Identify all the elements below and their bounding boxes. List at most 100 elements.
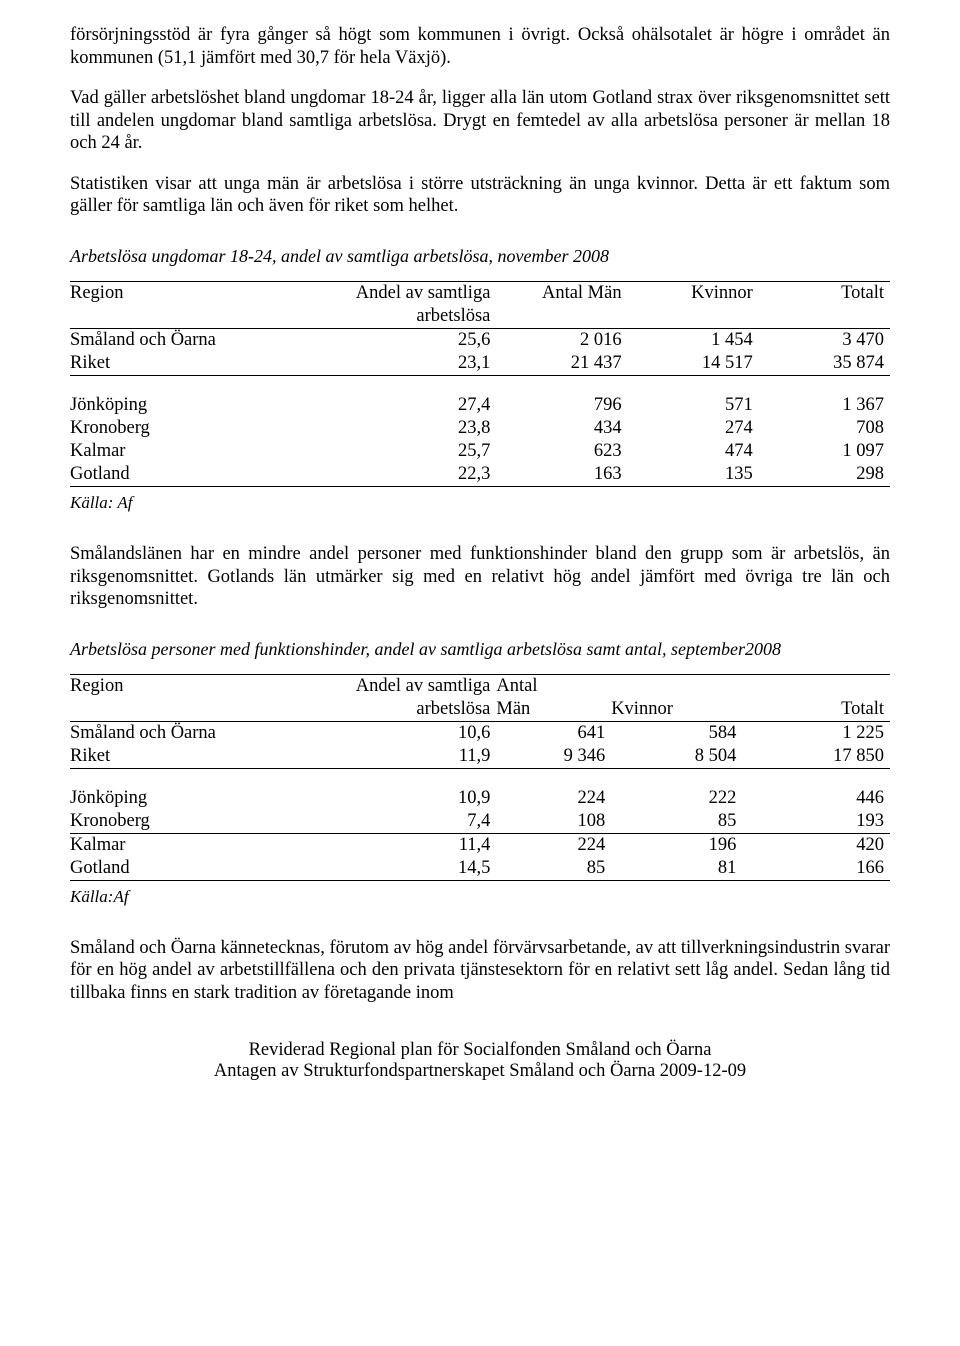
cell-andel: 7,4 — [349, 810, 497, 834]
cell-kvinnor: 8 504 — [611, 745, 742, 769]
table-row: Kalmar 11,4 224 196 420 — [70, 833, 890, 857]
table-row: Kronoberg 7,4 108 85 193 — [70, 810, 890, 834]
table1-source: Källa: Af — [70, 493, 890, 513]
table2-caption: Arbetslösa personer med funktionshinder,… — [70, 639, 890, 660]
cell-totalt: 166 — [742, 857, 890, 881]
cell-kvinnor: 85 — [611, 810, 742, 834]
cell-totalt: 420 — [742, 833, 890, 857]
th-andel-l1: Andel av samtliga — [349, 674, 497, 698]
paragraph-4: Smålandslänen har en mindre andel person… — [70, 543, 890, 611]
table-row: Gotland 14,5 85 81 166 — [70, 857, 890, 881]
th-totalt: Totalt — [742, 698, 890, 722]
paragraph-1: försörjningsstöd är fyra gånger så högt … — [70, 24, 890, 69]
table-row: Region Andel av samtliga Antal Män Kvinn… — [70, 281, 890, 305]
table-row: Kalmar 25,7 623 474 1 097 — [70, 440, 890, 463]
cell-andel: 22,3 — [349, 463, 497, 487]
table2: Region Andel av samtliga Antal arbetslös… — [70, 674, 890, 881]
cell-kvinnor: 81 — [611, 857, 742, 881]
th-man: Män — [496, 698, 611, 722]
table1-caption: Arbetslösa ungdomar 18-24, andel av samt… — [70, 246, 890, 267]
cell-man: 9 346 — [496, 745, 611, 769]
cell-man: 796 — [496, 394, 627, 417]
document-page: försörjningsstöd är fyra gånger så högt … — [0, 0, 960, 1122]
table2-source: Källa:Af — [70, 887, 890, 907]
cell-region: Gotland — [70, 857, 349, 881]
cell-totalt: 17 850 — [742, 745, 890, 769]
cell-man: 163 — [496, 463, 627, 487]
cell-region: Riket — [70, 745, 349, 769]
table-row: arbetslösa Män Kvinnor Totalt — [70, 698, 890, 722]
cell-region: Riket — [70, 352, 349, 376]
cell-man: 21 437 — [496, 352, 627, 376]
cell-kvinnor: 222 — [611, 787, 742, 810]
cell-man: 623 — [496, 440, 627, 463]
cell-region: Jönköping — [70, 787, 349, 810]
cell-kvinnor: 584 — [611, 721, 742, 745]
table-row: Gotland 22,3 163 135 298 — [70, 463, 890, 487]
cell-region: Småland och Öarna — [70, 328, 349, 352]
th-man: Antal Män — [496, 281, 627, 305]
cell-andel: 27,4 — [349, 394, 497, 417]
cell-totalt: 35 874 — [759, 352, 890, 376]
cell-andel: 10,9 — [349, 787, 497, 810]
cell-region: Kalmar — [70, 440, 349, 463]
cell-region: Gotland — [70, 463, 349, 487]
cell-region: Kronoberg — [70, 810, 349, 834]
cell-andel: 23,1 — [349, 352, 497, 376]
table-row: Riket 23,1 21 437 14 517 35 874 — [70, 352, 890, 376]
table-gap — [70, 768, 890, 787]
cell-kvinnor: 135 — [628, 463, 759, 487]
th-totalt: Totalt — [759, 281, 890, 305]
cell-kvinnor: 474 — [628, 440, 759, 463]
footer-line2: Antagen av Strukturfondspartnerskapet Sm… — [70, 1061, 890, 1082]
th-andel-l1: Andel av samtliga — [349, 281, 497, 305]
paragraph-2: Vad gäller arbetslöshet bland ungdomar 1… — [70, 87, 890, 155]
cell-region: Kalmar — [70, 833, 349, 857]
cell-totalt: 446 — [742, 787, 890, 810]
paragraph-5: Småland och Öarna kännetecknas, förutom … — [70, 937, 890, 1005]
th-kvinnor: Kvinnor — [628, 281, 759, 305]
table-row: Region Andel av samtliga Antal — [70, 674, 890, 698]
cell-kvinnor: 196 — [611, 833, 742, 857]
table-row: Jönköping 10,9 224 222 446 — [70, 787, 890, 810]
cell-andel: 25,6 — [349, 328, 497, 352]
cell-totalt: 193 — [742, 810, 890, 834]
cell-kvinnor: 571 — [628, 394, 759, 417]
cell-totalt: 3 470 — [759, 328, 890, 352]
cell-totalt: 1 367 — [759, 394, 890, 417]
th-kvinnor: Kvinnor — [611, 698, 742, 722]
paragraph-3: Statistiken visar att unga män är arbets… — [70, 173, 890, 218]
table1: Region Andel av samtliga Antal Män Kvinn… — [70, 281, 890, 487]
th-antal: Antal — [496, 674, 611, 698]
cell-kvinnor: 274 — [628, 417, 759, 440]
cell-andel: 11,9 — [349, 745, 497, 769]
cell-andel: 11,4 — [349, 833, 497, 857]
table-row: arbetslösa — [70, 305, 890, 329]
cell-totalt: 708 — [759, 417, 890, 440]
table-gap — [70, 375, 890, 394]
cell-kvinnor: 1 454 — [628, 328, 759, 352]
cell-andel: 23,8 — [349, 417, 497, 440]
th-region: Region — [70, 674, 349, 698]
cell-totalt: 1 097 — [759, 440, 890, 463]
cell-man: 2 016 — [496, 328, 627, 352]
cell-andel: 14,5 — [349, 857, 497, 881]
cell-kvinnor: 14 517 — [628, 352, 759, 376]
table-row: Kronoberg 23,8 434 274 708 — [70, 417, 890, 440]
table-row: Småland och Öarna 10,6 641 584 1 225 — [70, 721, 890, 745]
page-footer: Reviderad Regional plan för Socialfonden… — [70, 1040, 890, 1082]
cell-man: 434 — [496, 417, 627, 440]
table-row: Riket 11,9 9 346 8 504 17 850 — [70, 745, 890, 769]
table-row: Jönköping 27,4 796 571 1 367 — [70, 394, 890, 417]
cell-andel: 25,7 — [349, 440, 497, 463]
cell-region: Kronoberg — [70, 417, 349, 440]
cell-man: 224 — [496, 787, 611, 810]
cell-region: Jönköping — [70, 394, 349, 417]
th-andel-l2: arbetslösa — [349, 698, 497, 722]
th-region: Region — [70, 281, 349, 305]
footer-line1: Reviderad Regional plan för Socialfonden… — [70, 1040, 890, 1061]
cell-region: Småland och Öarna — [70, 721, 349, 745]
cell-totalt: 298 — [759, 463, 890, 487]
cell-andel: 10,6 — [349, 721, 497, 745]
th-andel-l2: arbetslösa — [349, 305, 497, 329]
